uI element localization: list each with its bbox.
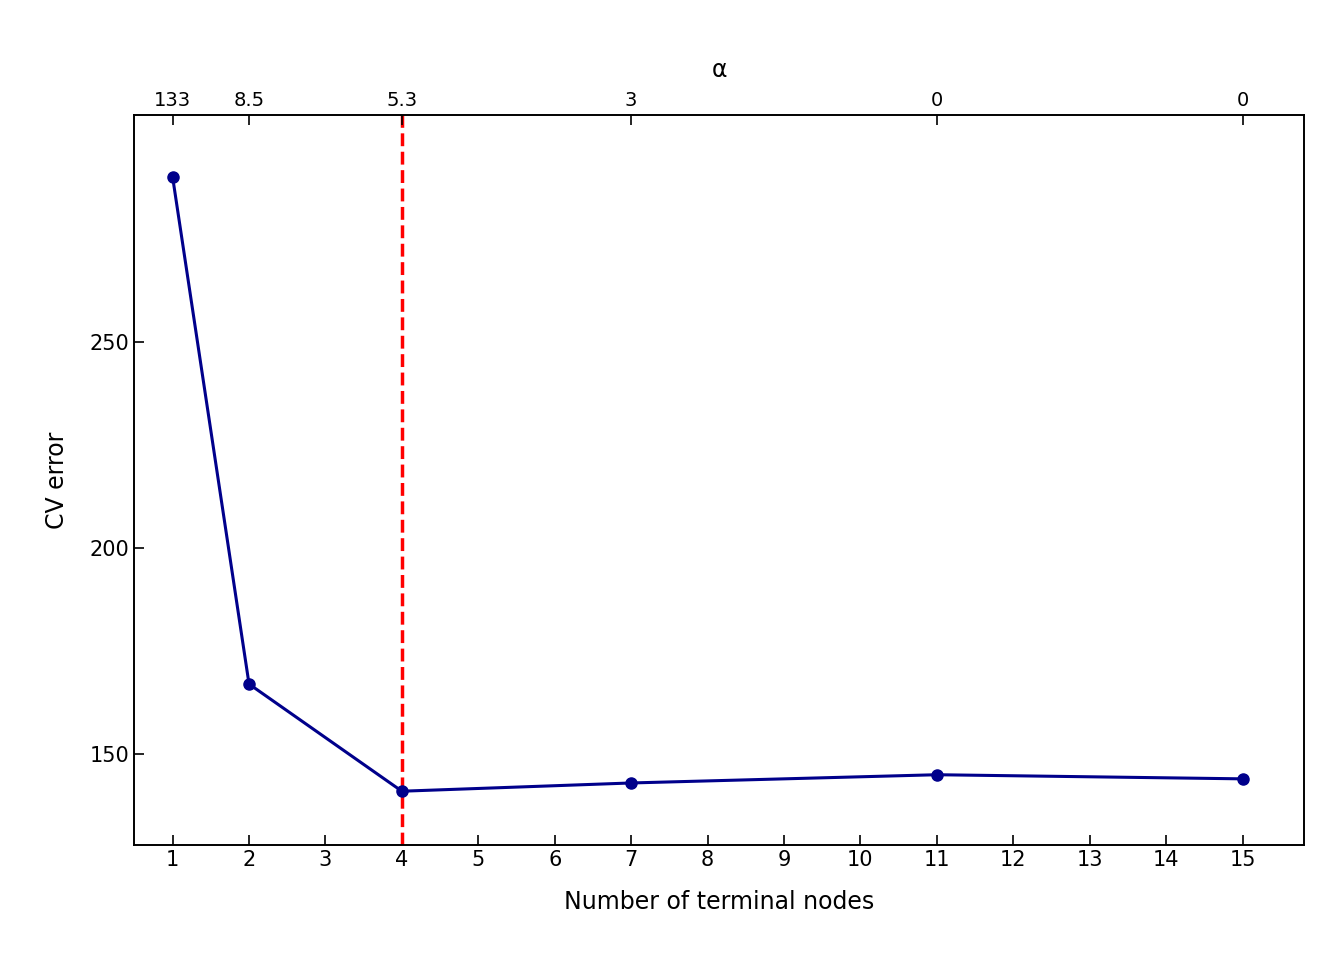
X-axis label: Number of terminal nodes: Number of terminal nodes	[564, 891, 874, 915]
X-axis label: α: α	[711, 59, 727, 83]
Y-axis label: CV error: CV error	[44, 431, 69, 529]
